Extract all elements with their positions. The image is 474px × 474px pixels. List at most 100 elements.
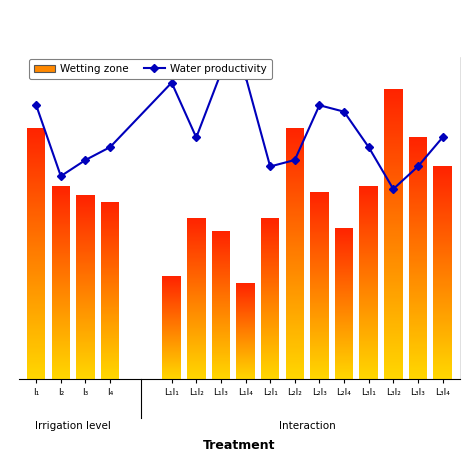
Bar: [359, 234, 378, 235]
Bar: [101, 214, 119, 215]
Bar: [101, 236, 119, 237]
Bar: [384, 247, 402, 249]
Bar: [384, 255, 402, 256]
Bar: [409, 221, 427, 222]
Bar: [335, 343, 353, 344]
Bar: [359, 197, 378, 199]
Bar: [359, 199, 378, 200]
Bar: [76, 243, 95, 244]
Bar: [52, 247, 70, 248]
Bar: [261, 276, 279, 277]
Bar: [187, 328, 206, 329]
Bar: [310, 306, 328, 307]
Bar: [52, 305, 70, 306]
Bar: [433, 259, 452, 260]
Bar: [384, 204, 402, 205]
Bar: [261, 315, 279, 316]
Bar: [27, 232, 46, 233]
Bar: [52, 283, 70, 284]
Bar: [310, 277, 328, 278]
Bar: [409, 230, 427, 232]
Bar: [163, 299, 181, 300]
Bar: [433, 362, 452, 363]
Bar: [212, 254, 230, 255]
Bar: [384, 92, 402, 93]
Bar: [52, 342, 70, 344]
Bar: [433, 229, 452, 230]
Bar: [237, 356, 255, 357]
Bar: [163, 357, 181, 358]
Bar: [76, 324, 95, 325]
Bar: [409, 255, 427, 256]
Bar: [409, 252, 427, 254]
Bar: [101, 291, 119, 292]
Bar: [212, 321, 230, 322]
Bar: [359, 332, 378, 333]
Bar: [433, 280, 452, 282]
Bar: [261, 293, 279, 294]
Bar: [27, 144, 46, 146]
Bar: [409, 331, 427, 332]
Bar: [237, 298, 255, 299]
Bar: [52, 334, 70, 335]
Bar: [409, 226, 427, 227]
Bar: [212, 322, 230, 323]
Bar: [310, 336, 328, 337]
Bar: [261, 256, 279, 257]
Bar: [261, 304, 279, 305]
Bar: [409, 377, 427, 378]
Bar: [76, 313, 95, 314]
Bar: [76, 364, 95, 365]
Bar: [76, 337, 95, 338]
Bar: [261, 377, 279, 378]
Bar: [101, 325, 119, 326]
Bar: [163, 328, 181, 329]
Bar: [187, 247, 206, 248]
Bar: [384, 360, 402, 362]
Bar: [27, 264, 46, 265]
Bar: [335, 351, 353, 352]
Bar: [310, 287, 328, 288]
Bar: [101, 319, 119, 320]
Bar: [76, 339, 95, 340]
Bar: [384, 300, 402, 301]
Bar: [52, 349, 70, 350]
Bar: [433, 296, 452, 297]
Bar: [27, 159, 46, 161]
Bar: [76, 199, 95, 200]
Bar: [212, 298, 230, 299]
Bar: [384, 219, 402, 221]
Bar: [187, 293, 206, 294]
Bar: [310, 374, 328, 375]
Bar: [163, 300, 181, 301]
Bar: [433, 353, 452, 354]
Bar: [285, 171, 304, 172]
Bar: [52, 318, 70, 319]
Bar: [212, 277, 230, 278]
Bar: [101, 244, 119, 245]
Bar: [261, 373, 279, 374]
Bar: [261, 271, 279, 272]
Bar: [335, 249, 353, 250]
Bar: [212, 314, 230, 315]
Bar: [433, 330, 452, 331]
Bar: [409, 219, 427, 221]
Bar: [187, 295, 206, 296]
Bar: [359, 223, 378, 224]
Bar: [359, 203, 378, 204]
Bar: [310, 207, 328, 208]
Bar: [359, 281, 378, 282]
Bar: [187, 228, 206, 229]
Bar: [101, 332, 119, 333]
Bar: [187, 275, 206, 276]
Bar: [384, 167, 402, 169]
Bar: [163, 325, 181, 326]
Bar: [27, 146, 46, 148]
Bar: [101, 245, 119, 246]
Bar: [261, 249, 279, 250]
Bar: [212, 375, 230, 376]
Bar: [27, 231, 46, 232]
Bar: [359, 342, 378, 344]
Bar: [433, 340, 452, 341]
Bar: [285, 280, 304, 281]
